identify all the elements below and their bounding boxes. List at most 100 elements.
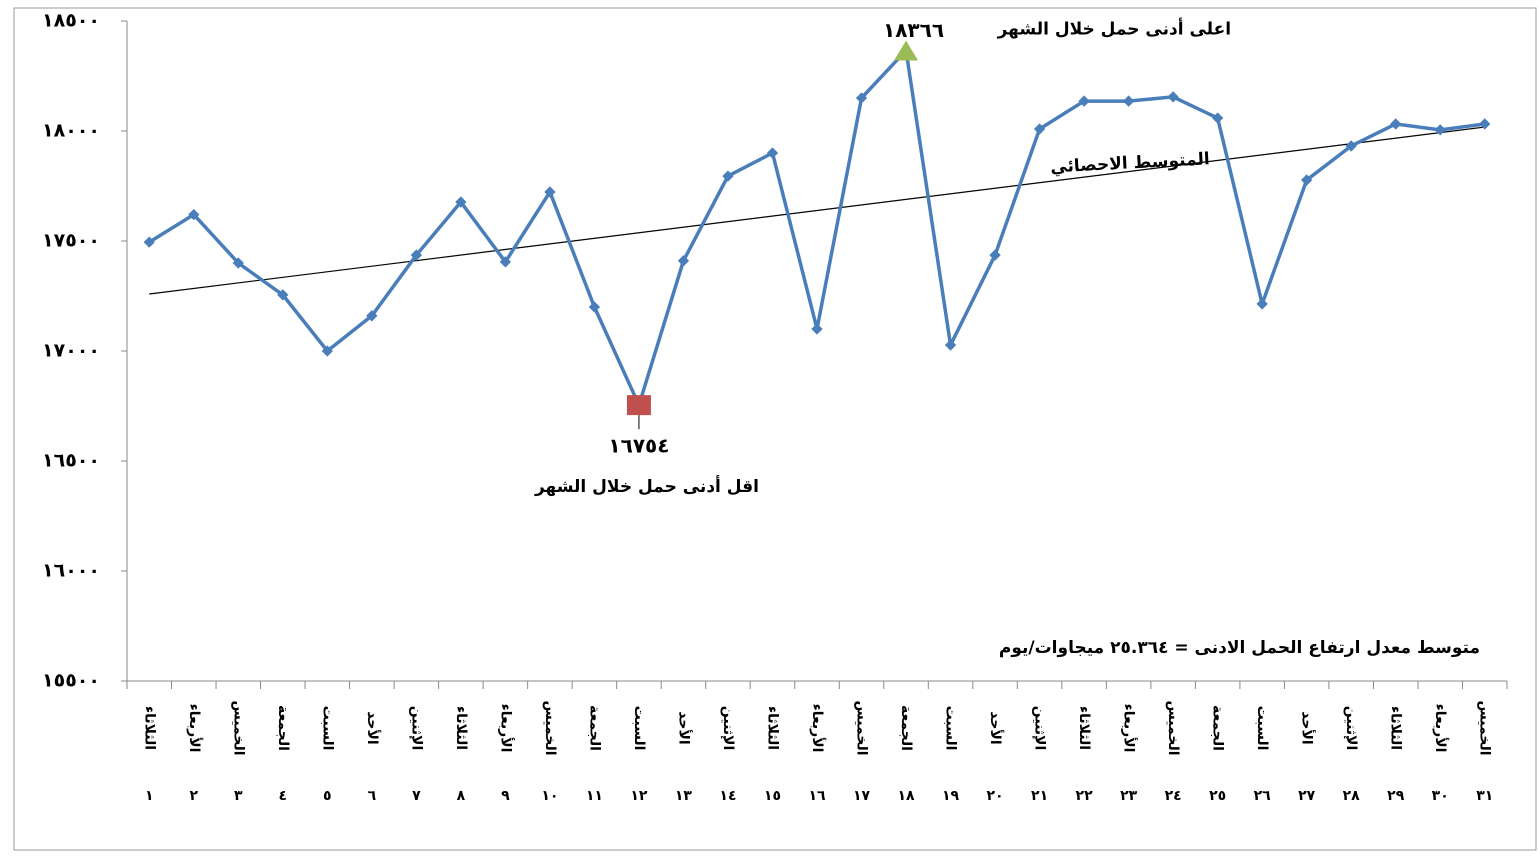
y-tick-label: ١٨٥٠٠: [42, 10, 100, 32]
x-tick-label: السبت: [319, 706, 335, 751]
day-number: ١٦: [808, 788, 826, 804]
point-marker: [1301, 174, 1313, 186]
day-number: ٢: [190, 788, 199, 804]
min-annotation: اقل أدنى حمل خلال الشهر: [534, 475, 759, 497]
day-number: ٣١: [1476, 788, 1493, 804]
x-tick-label: الأحد: [364, 711, 381, 744]
x-tick-label: الأربعاء: [1432, 704, 1449, 753]
day-number: ١٤: [719, 788, 736, 804]
point-marker: [455, 196, 467, 208]
point-marker: [811, 323, 823, 335]
point-marker: [588, 301, 601, 313]
y-tick-label: ١٦٥٠٠: [42, 450, 100, 472]
x-tick-label: الثلاثاء: [453, 706, 469, 750]
x-tick-label: الخميس: [854, 700, 870, 755]
day-number: ٢٣: [1120, 788, 1138, 804]
day-number: ٢٦: [1254, 788, 1272, 804]
x-tick-label: السبت: [631, 706, 647, 751]
day-number: ٣٠: [1432, 788, 1449, 804]
point-marker: [410, 249, 423, 261]
day-number: ٢٢: [1076, 788, 1094, 804]
day-number: ٤: [279, 788, 288, 804]
x-tick-label: الجمعة: [898, 705, 914, 751]
day-number: ٢١: [1031, 788, 1048, 804]
point-marker: [766, 147, 779, 159]
y-tick-label: ١٧٥٠٠: [42, 230, 100, 252]
point-marker: [499, 256, 512, 268]
day-number: ٣: [234, 788, 243, 804]
day-number: ١: [145, 788, 154, 804]
x-tick-label: الجمعة: [275, 705, 291, 751]
y-tick-label: ١٦٠٠٠: [42, 560, 100, 582]
point-marker: [944, 339, 957, 351]
day-number: ٢٠: [987, 788, 1004, 804]
day-number: ٧: [412, 788, 421, 804]
point-marker: [544, 186, 556, 198]
x-tick-label: الأربعاء: [1121, 704, 1138, 753]
day-number: ١٧: [853, 788, 871, 804]
point-marker: [1122, 95, 1135, 107]
x-tick-label: الأحد: [675, 711, 692, 744]
point-marker: [1167, 91, 1179, 103]
y-tick-label: ١٧٠٠٠: [42, 340, 100, 362]
y-tick-label: ١٨٠٠٠: [42, 120, 100, 142]
note: متوسط معدل ارتفاع الحمل الادنى = ٢٥.٣٦٤ …: [999, 638, 1480, 658]
x-tick-label: السبت: [1254, 706, 1270, 751]
y-tick-label: ١٥٥٠٠: [42, 670, 100, 692]
x-tick-label: الخميس: [230, 700, 246, 755]
point-marker: [989, 249, 1001, 261]
day-number: ٨: [457, 788, 466, 804]
point-marker: [722, 170, 734, 182]
day-number: ٢٩: [1387, 788, 1405, 804]
x-tick-label: الأربعاء: [186, 704, 203, 753]
point-marker: [321, 345, 333, 357]
x-tick-label: الخميس: [542, 700, 558, 755]
min-marker: [626, 395, 651, 416]
point-marker: [1390, 118, 1402, 130]
point-marker: [1479, 118, 1491, 130]
day-number: ١٢: [630, 788, 648, 804]
x-tick-label: الأحد: [1299, 711, 1316, 744]
point-marker: [1345, 140, 1357, 152]
x-tick-label: الإثنين: [1343, 706, 1359, 751]
day-number: ١٣: [675, 788, 693, 804]
day-number: ١٠: [541, 788, 558, 804]
x-tick-label: الأحد: [987, 711, 1004, 744]
x-tick-label: الإثنين: [1032, 706, 1048, 751]
x-tick-label: السبت: [943, 706, 959, 751]
x-tick-label: الأربعاء: [809, 704, 826, 753]
x-tick-label: الثلاثاء: [141, 706, 157, 750]
day-number: ٢٤: [1165, 788, 1182, 804]
day-number: ١٨: [897, 788, 915, 804]
point-marker: [1256, 298, 1268, 310]
point-marker: [232, 257, 244, 269]
point-marker: [677, 255, 690, 267]
max-annotation: اعلى أدنى حمل خلال الشهر: [997, 17, 1231, 39]
x-tick-label: الخميس: [1165, 700, 1181, 755]
x-tick-label: الثلاثاء: [1076, 706, 1092, 750]
x-tick-label: الإثنين: [408, 706, 424, 751]
point-marker: [1078, 95, 1090, 107]
x-tick-label: الخميس: [1477, 700, 1493, 755]
x-tick-label: الثلاثاء: [764, 706, 780, 750]
max-marker: [894, 40, 919, 61]
x-tick-label: الجمعة: [1210, 705, 1226, 751]
value-label: ١٨٣٦٦: [883, 18, 944, 42]
day-number: ٥: [323, 788, 332, 804]
point-marker: [277, 289, 289, 301]
x-tick-label: الجمعة: [586, 705, 602, 751]
x-tick-label: الثلاثاء: [1388, 706, 1404, 750]
day-number: ٩: [501, 788, 510, 804]
chart-frame: [13, 7, 1537, 851]
point-marker: [188, 208, 200, 221]
value-label: ١٦٧٥٤: [608, 434, 669, 458]
day-number: ٢٥: [1209, 788, 1226, 804]
day-number: ١١: [586, 788, 603, 804]
day-number: ٦: [368, 788, 377, 804]
point-marker: [366, 310, 378, 322]
point-marker: [143, 236, 155, 248]
day-number: ١٩: [942, 788, 960, 804]
x-tick-label: الإثنين: [720, 706, 736, 751]
day-number: ٢٨: [1343, 788, 1361, 804]
